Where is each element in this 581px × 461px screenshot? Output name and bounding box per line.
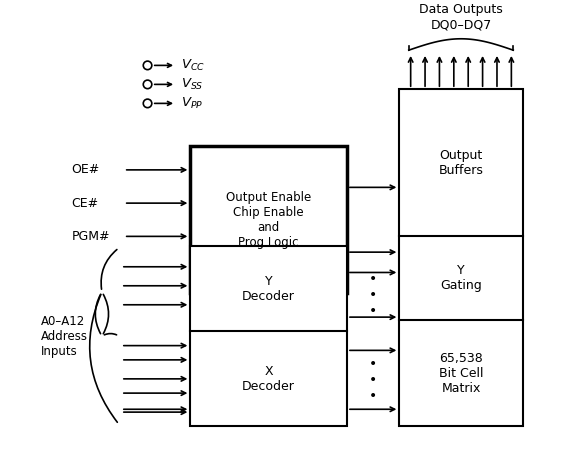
Bar <box>399 89 523 426</box>
Text: OE#: OE# <box>71 163 100 177</box>
Text: $V_{CC}$: $V_{CC}$ <box>181 58 205 73</box>
Text: Output
Buffers: Output Buffers <box>439 149 483 177</box>
Text: Y
Decoder: Y Decoder <box>242 275 295 302</box>
Text: •
•
•: • • • <box>369 272 377 318</box>
Text: PGM#: PGM# <box>71 230 110 243</box>
Bar <box>191 246 347 426</box>
Text: 65,538
Bit Cell
Matrix: 65,538 Bit Cell Matrix <box>439 352 483 395</box>
Text: •
•
•: • • • <box>369 357 377 403</box>
Text: CE#: CE# <box>71 197 99 210</box>
Text: $V_{PP}$: $V_{PP}$ <box>181 96 203 111</box>
Text: A0–A12
Address
Inputs: A0–A12 Address Inputs <box>41 314 88 358</box>
Text: Data Outputs
DQ0–DQ7: Data Outputs DQ0–DQ7 <box>419 3 503 31</box>
Text: X
Decoder: X Decoder <box>242 365 295 393</box>
Text: $V_{SS}$: $V_{SS}$ <box>181 77 203 92</box>
Bar <box>191 146 347 293</box>
Text: Output Enable
Chip Enable
and
Prog Logic: Output Enable Chip Enable and Prog Logic <box>226 191 311 249</box>
Text: Y
Gating: Y Gating <box>440 264 482 292</box>
